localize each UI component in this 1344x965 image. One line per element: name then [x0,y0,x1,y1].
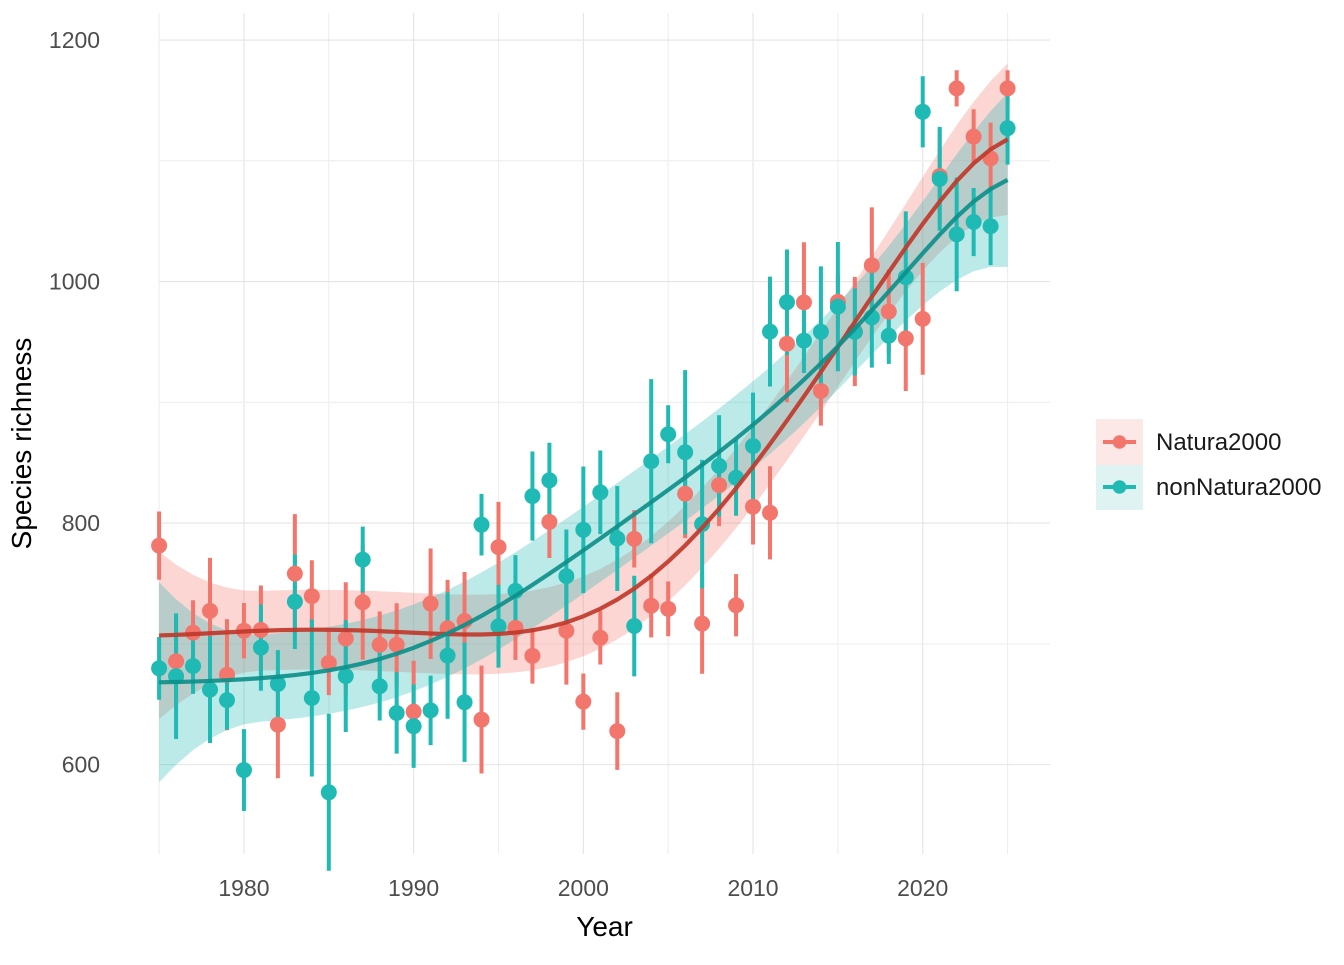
svg-text:1000: 1000 [49,269,100,295]
svg-text:Species richness: Species richness [6,338,37,550]
svg-text:Natura2000: Natura2000 [1156,429,1281,456]
svg-text:600: 600 [62,752,100,778]
svg-text:1200: 1200 [49,27,100,53]
svg-text:nonNatura2000: nonNatura2000 [1156,474,1321,501]
svg-text:800: 800 [62,510,100,536]
svg-text:1990: 1990 [388,875,439,901]
svg-text:2010: 2010 [727,875,778,901]
svg-text:1980: 1980 [218,875,269,901]
svg-text:2020: 2020 [897,875,948,901]
svg-text:Year: Year [576,911,633,942]
svg-text:2000: 2000 [558,875,609,901]
